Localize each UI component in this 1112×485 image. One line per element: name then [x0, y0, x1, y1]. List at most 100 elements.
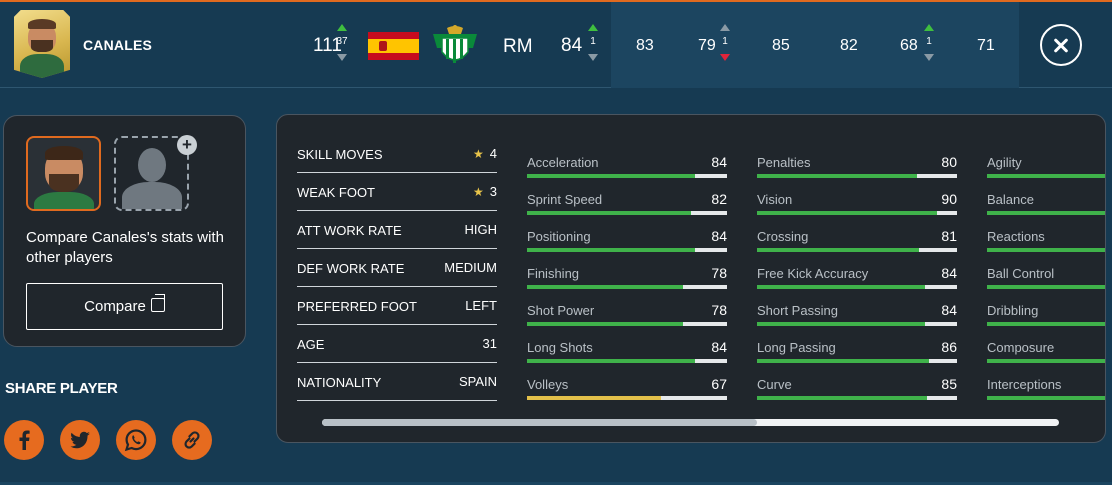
- compare-description: Compare Canales's stats with other playe…: [26, 229, 224, 266]
- attribute-bar-fill: [987, 211, 1105, 215]
- attribute-bar-fill: [757, 285, 925, 289]
- down-arrow-icon: [720, 54, 730, 61]
- attribute-row: Volleys 67: [527, 367, 727, 404]
- real-betis-crest-icon: [433, 25, 477, 63]
- attribute-value: 67: [711, 376, 727, 392]
- scrollbar-thumb[interactable]: [322, 419, 757, 426]
- attribute-bar-track: [987, 174, 1105, 178]
- attribute-value: 84: [941, 302, 957, 318]
- attribute-name: Acceleration: [527, 155, 599, 170]
- compare-icon: [150, 294, 165, 313]
- header-stat-passing: 85: [772, 37, 790, 54]
- attribute-bar-fill: [987, 174, 1105, 178]
- attribute-row: Crossing 81: [757, 219, 957, 256]
- header-stat-pace: 83: [636, 37, 654, 54]
- twitter-share-button[interactable]: [60, 420, 100, 460]
- overall-rating: 84: [561, 35, 583, 56]
- attribute-bar-fill: [527, 396, 661, 400]
- attribute-bar-track: [757, 174, 957, 178]
- attribute-value: 90: [941, 191, 957, 207]
- attribute-bar-fill: [757, 359, 929, 363]
- header-stat-strip: [611, 2, 1019, 88]
- attribute-row: Long Shots 84: [527, 330, 727, 367]
- info-row-age: AGE 31: [297, 325, 497, 363]
- attribute-name: Sprint Speed: [527, 192, 603, 207]
- attribute-bar-fill: [987, 396, 1105, 400]
- attribute-name: Curve: [757, 377, 792, 392]
- twitter-icon: [70, 431, 90, 449]
- attribute-name: Agility: [987, 155, 1022, 170]
- attribute-bar-fill: [527, 285, 683, 289]
- attribute-name: Interceptions: [987, 377, 1062, 392]
- up-arrow-icon: [588, 24, 598, 31]
- bottom-border: [0, 482, 1112, 485]
- attribute-bar-fill: [527, 174, 695, 178]
- attribute-value: 80: [941, 154, 957, 170]
- whatsapp-icon: [124, 429, 147, 452]
- attribute-bar-track: [527, 396, 727, 400]
- attribute-value: 81: [941, 228, 957, 244]
- player-name: CANALES: [83, 37, 153, 53]
- attribute-row: Composure: [987, 330, 1105, 367]
- info-row-def-work-rate: DEF WORK RATE MEDIUM: [297, 249, 497, 287]
- compare-button[interactable]: Compare: [26, 283, 223, 330]
- header-stat-shooting: 79: [698, 37, 716, 54]
- compare-button-label: Compare: [84, 298, 146, 315]
- plus-icon[interactable]: +: [177, 135, 197, 155]
- horizontal-scrollbar[interactable]: [322, 419, 1059, 426]
- attribute-bar-track: [987, 359, 1105, 363]
- facebook-share-button[interactable]: [4, 420, 44, 460]
- header-stat-physical: 71: [977, 37, 995, 54]
- total-stats-change: 37: [335, 24, 349, 64]
- attribute-bar-fill: [527, 211, 691, 215]
- attribute-value: 78: [711, 302, 727, 318]
- attribute-name: Long Passing: [757, 340, 836, 355]
- whatsapp-share-button[interactable]: [116, 420, 156, 460]
- header-stat-dribbling: 82: [840, 37, 858, 54]
- person-placeholder-icon: [138, 148, 166, 182]
- star-icon: ★: [473, 147, 484, 161]
- header-stat-defending: 68: [900, 37, 918, 54]
- facebook-icon: [19, 430, 30, 450]
- attribute-row: Finishing 78: [527, 256, 727, 293]
- attribute-name: Crossing: [757, 229, 809, 244]
- attribute-bar-track: [987, 285, 1105, 289]
- attribute-row: Shot Power 78: [527, 293, 727, 330]
- attribute-row: Long Passing 86: [757, 330, 957, 367]
- copy-link-button[interactable]: [172, 420, 212, 460]
- info-row-att-work-rate: ATT WORK RATE HIGH: [297, 211, 497, 249]
- attribute-bar-fill: [987, 322, 1105, 326]
- attribute-bar-track: [527, 285, 727, 289]
- attribute-value: 84: [711, 339, 727, 355]
- spain-flag-icon: [368, 32, 419, 60]
- attribute-row: Dribbling: [987, 293, 1105, 330]
- attribute-bar-track: [527, 359, 727, 363]
- attribute-bar-track: [757, 396, 957, 400]
- up-arrow-icon: [720, 24, 730, 31]
- add-player-slot[interactable]: [114, 136, 189, 211]
- close-button[interactable]: [1040, 24, 1082, 66]
- player-stats-panel: SKILL MOVES ★ 4 WEAK FOOT ★ 3 ATT WORK RAT…: [276, 114, 1106, 443]
- attribute-bar-fill: [987, 285, 1105, 289]
- attribute-row: Free Kick Accuracy 84: [757, 256, 957, 293]
- attribute-bar-fill: [987, 359, 1105, 363]
- attribute-bar-track: [757, 285, 957, 289]
- attribute-name: Penalties: [757, 155, 811, 170]
- shooting-change: 1: [718, 24, 732, 64]
- attribute-value: 82: [711, 191, 727, 207]
- attribute-name: Positioning: [527, 229, 591, 244]
- attribute-bar-track: [527, 322, 727, 326]
- overall-rating-change: 1: [586, 24, 600, 64]
- attribute-row: Sprint Speed 82: [527, 182, 727, 219]
- attribute-bar-track: [757, 248, 957, 252]
- attribute-name: Reactions: [987, 229, 1045, 244]
- info-row-weak-foot: WEAK FOOT ★ 3: [297, 173, 497, 211]
- attribute-bar-track: [757, 211, 957, 215]
- attribute-bar-track: [987, 396, 1105, 400]
- attribute-bar-track: [987, 211, 1105, 215]
- attribute-bar-track: [987, 248, 1105, 252]
- attribute-row: Reactions: [987, 219, 1105, 256]
- attribute-bar-track: [527, 211, 727, 215]
- attribute-name: Free Kick Accuracy: [757, 266, 869, 281]
- attribute-value: 84: [711, 228, 727, 244]
